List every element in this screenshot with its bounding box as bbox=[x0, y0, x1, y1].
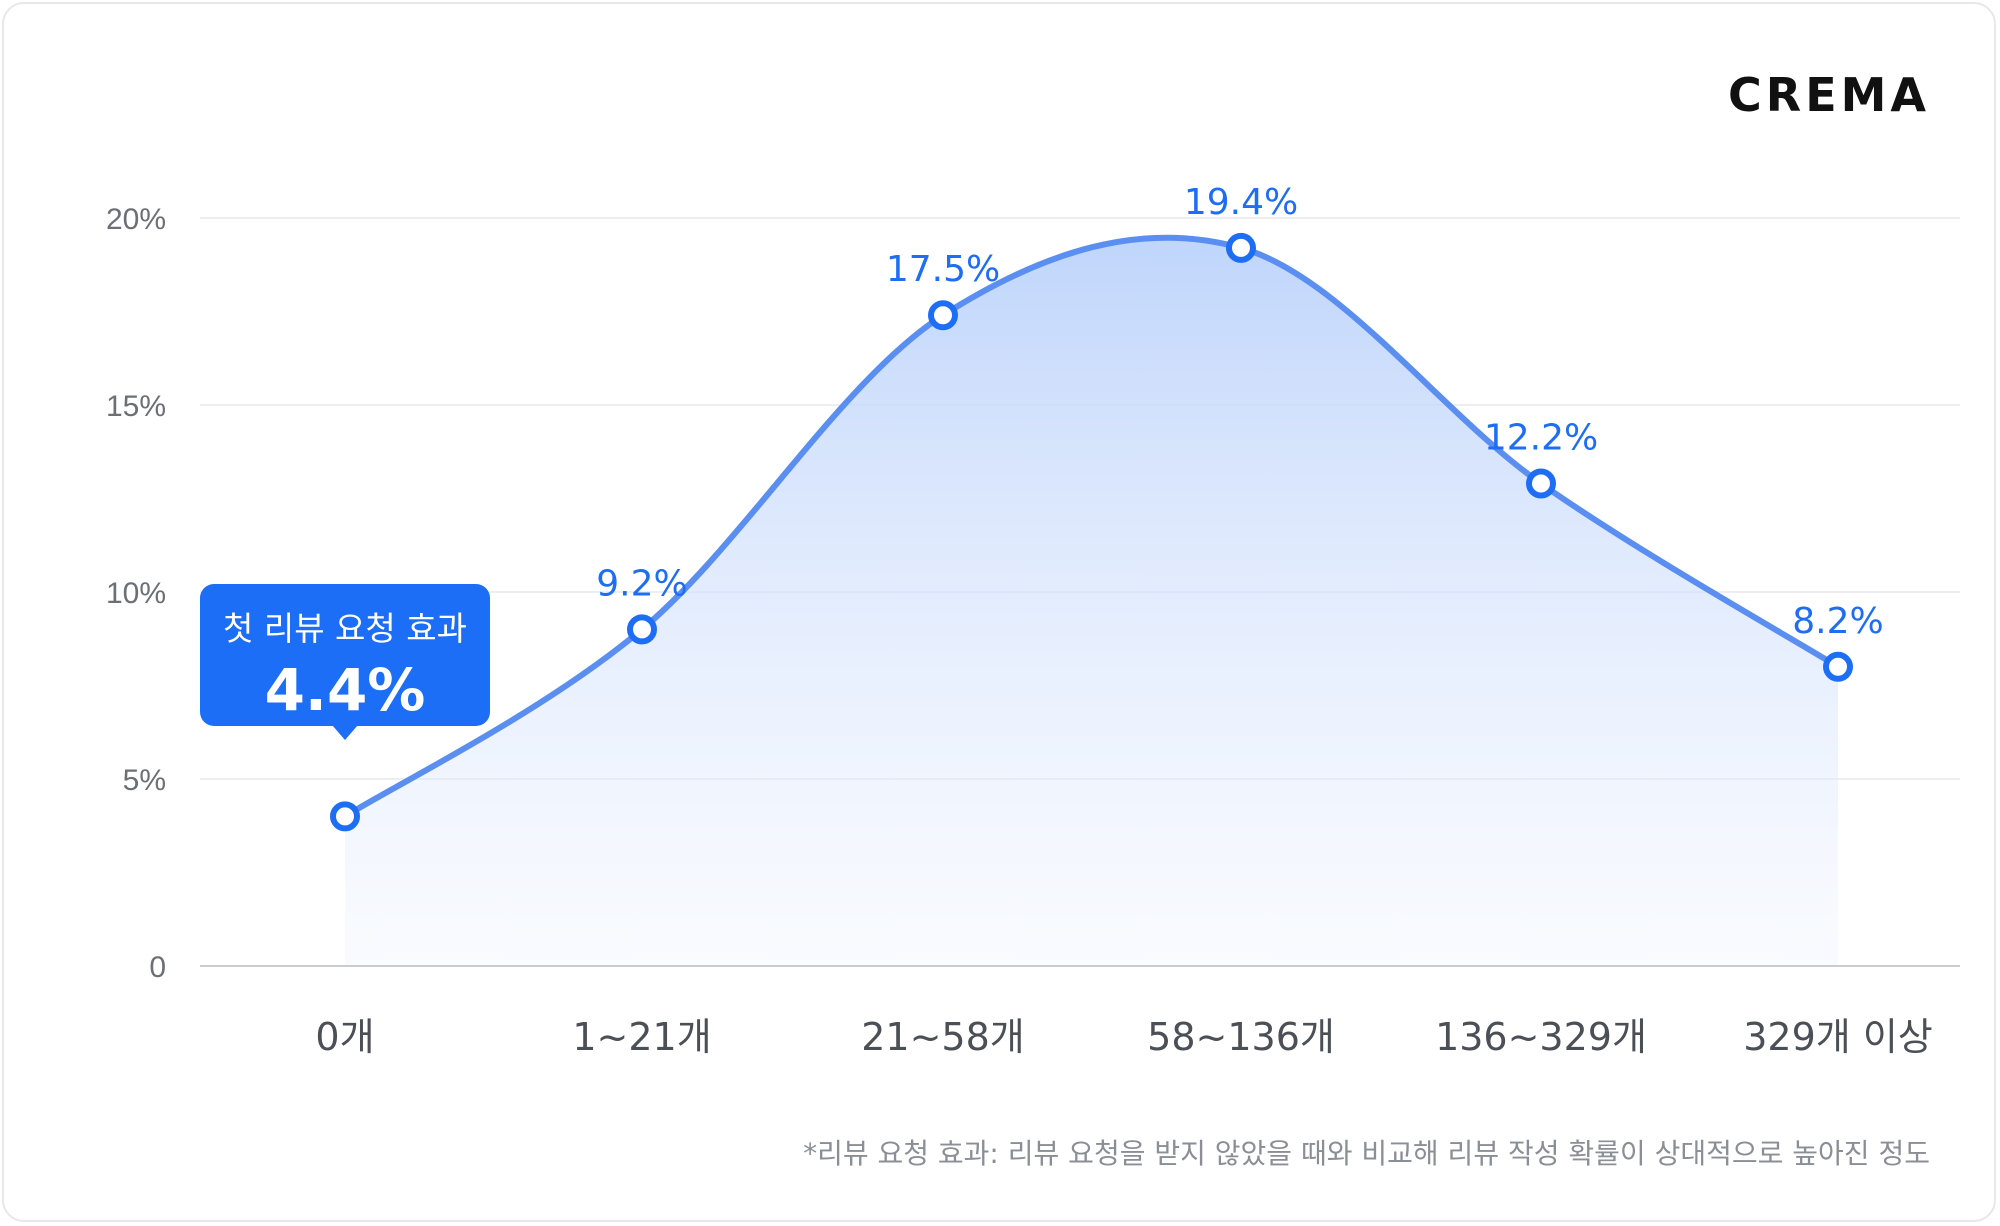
x-tick-label: 0개 bbox=[315, 1015, 374, 1059]
data-label: 8.2% bbox=[1792, 601, 1883, 642]
x-tick-label: 21~58개 bbox=[861, 1015, 1025, 1059]
x-tick-label: 58~136개 bbox=[1147, 1015, 1335, 1059]
y-tick-label: 5% bbox=[123, 764, 166, 797]
data-labels: 9.2% 17.5% 19.4% 12.2% 8.2% bbox=[596, 182, 1883, 642]
data-point bbox=[1823, 651, 1853, 682]
area-fill bbox=[345, 237, 1838, 966]
x-axis-ticks: 0개 1~21개 21~58개 58~136개 136~329개 329개 이상 bbox=[315, 1015, 1932, 1059]
series-line bbox=[342, 234, 1841, 820]
y-tick-label: 0 bbox=[149, 951, 166, 984]
x-tick-label: 136~329개 bbox=[1435, 1015, 1647, 1059]
data-points bbox=[330, 232, 1853, 832]
x-tick-label: 329개 이상 bbox=[1743, 1015, 1933, 1059]
callout-title: 첫 리뷰 요청 효과 bbox=[223, 609, 467, 648]
data-point bbox=[330, 801, 360, 832]
data-label: 17.5% bbox=[886, 249, 1000, 290]
y-tick-label: 20% bbox=[106, 203, 166, 236]
data-point bbox=[928, 300, 958, 331]
crema-logo: CREMA bbox=[1728, 68, 1930, 122]
footnote: *리뷰 요청 효과: 리뷰 요청을 받지 않았을 때와 비교해 리뷰 작성 확률… bbox=[803, 1137, 1930, 1170]
data-label: 9.2% bbox=[596, 563, 687, 604]
data-label: 19.4% bbox=[1184, 182, 1298, 223]
y-tick-label: 15% bbox=[106, 390, 166, 423]
y-axis-ticks: 0 5% 10% 15% 20% bbox=[106, 203, 166, 984]
data-label: 12.2% bbox=[1484, 418, 1598, 459]
first-review-callout: 첫 리뷰 요청 효과 4.4% bbox=[200, 584, 490, 740]
callout-value: 4.4% bbox=[264, 656, 426, 724]
data-point bbox=[1526, 468, 1556, 499]
y-tick-label: 10% bbox=[106, 577, 166, 610]
data-point bbox=[627, 614, 657, 645]
x-tick-label: 1~21개 bbox=[572, 1015, 711, 1059]
data-point bbox=[1226, 232, 1256, 263]
